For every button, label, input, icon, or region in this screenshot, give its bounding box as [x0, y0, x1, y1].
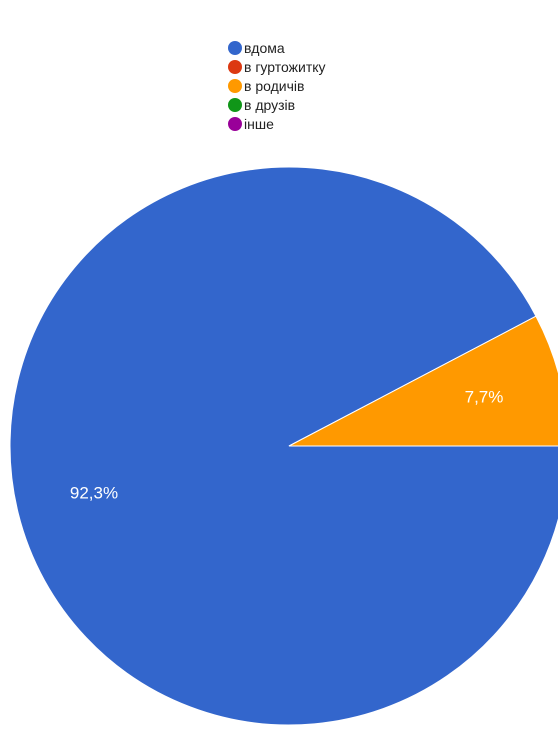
legend-swatch — [228, 40, 242, 55]
legend-label: в друзів — [244, 96, 296, 113]
legend-item: в родичів — [228, 76, 326, 95]
slice-data-label: 92,3% — [70, 484, 118, 503]
legend-item: інше — [228, 114, 326, 133]
legend-item: в гуртожитку — [228, 57, 326, 76]
slice-data-label: 7,7% — [465, 387, 504, 406]
legend-swatch — [228, 78, 242, 93]
legend-swatch — [228, 59, 242, 74]
legend-item: в друзів — [228, 95, 326, 114]
legend-label: інше — [244, 115, 274, 132]
legend-item: вдома — [228, 38, 326, 57]
legend-swatch — [228, 116, 242, 131]
pie-data-labels: 92,3% 7,7% — [70, 387, 503, 502]
legend-label: вдома — [244, 39, 285, 56]
pie-slice — [288, 315, 558, 447]
legend-label: в родичів — [244, 77, 305, 94]
legend-swatch — [228, 97, 242, 112]
pie-slices — [9, 166, 558, 726]
chart-legend: вдома в гуртожитку в родичів в друзів інше — [228, 38, 326, 133]
legend-label: в гуртожитку — [244, 58, 326, 75]
pie-slice — [9, 166, 558, 726]
